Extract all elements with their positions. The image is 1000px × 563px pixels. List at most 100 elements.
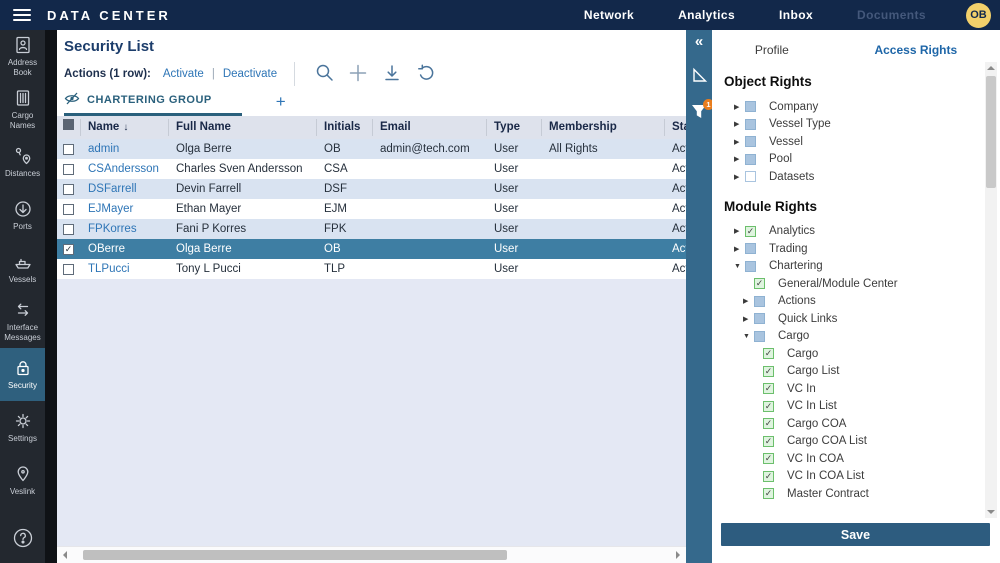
checked-checkbox[interactable]: ✓ [745,225,756,237]
partial-checkbox[interactable] [745,136,756,148]
tree-expand-icon[interactable]: ▶ [734,138,740,146]
scroll-up-arrow-icon[interactable] [987,66,995,70]
column-header-name[interactable]: Name ↓ [81,119,169,136]
sidebar-item-interface-messages[interactable]: Interface Messages [0,295,45,348]
select-all-column-header[interactable] [57,119,81,136]
partial-checkbox[interactable] [745,153,756,165]
column-header-type[interactable]: Type [487,119,542,136]
tree-item-label[interactable]: Cargo List [787,365,840,378]
tree-item-label[interactable]: VC In COA [787,452,844,465]
tree-item-label[interactable]: Trading [769,242,808,255]
tree-item-label[interactable]: Company [769,100,819,113]
checked-checkbox[interactable]: ✓ [754,278,765,290]
partial-checkbox[interactable] [745,260,756,272]
vertical-scrollbar-thumb[interactable] [986,76,996,188]
tree-item-label[interactable]: Analytics [769,225,816,238]
sidebar-item-security[interactable]: Security [0,348,45,401]
tree-item-label[interactable]: Datasets [769,170,815,183]
checked-checkbox[interactable]: ✓ [763,400,774,412]
tree-collapse-icon[interactable]: ▼ [734,262,741,270]
column-header-status[interactable]: Status [672,121,686,133]
scroll-right-arrow-icon[interactable] [676,551,680,559]
tree-expand-icon[interactable]: ▶ [743,298,749,306]
tree-item-label[interactable]: Cargo [778,330,810,343]
vertical-scrollbar[interactable] [985,62,997,518]
table-row-fpkorres[interactable]: FPKorres Fani P Korres FPK User Active [57,219,686,239]
sidebar-item-distances[interactable]: Distances [0,136,45,189]
nav-item-documents[interactable]: Documents [857,8,926,22]
cell-name[interactable]: admin [88,143,120,155]
partial-checkbox[interactable] [754,313,765,325]
row-checkbox[interactable] [63,203,74,215]
tree-collapse-icon[interactable]: ▼ [743,332,750,340]
nav-item-inbox[interactable]: Inbox [779,8,814,22]
panel-tab-access-rights[interactable]: Access Rights [874,43,958,57]
tree-expand-icon[interactable]: ▶ [734,103,740,111]
column-header-initials[interactable]: Initials [317,119,373,136]
tree-expand-icon[interactable]: ▶ [734,173,740,181]
collapse-panel-icon[interactable]: « [694,33,704,50]
partial-checkbox[interactable] [745,118,756,130]
scroll-down-arrow-icon[interactable] [987,510,995,514]
deactivate-link[interactable]: Deactivate [222,68,278,80]
tree-item-label[interactable]: Actions [778,295,816,308]
table-row-admin[interactable]: admin Olga Berre OB admin@tech.com User All R… [57,139,686,159]
help-icon[interactable] [0,521,45,555]
horizontal-scrollbar[interactable] [57,546,686,563]
tree-item-label[interactable]: Quick Links [778,312,838,325]
checked-checkbox[interactable]: ✓ [763,488,774,500]
row-checkbox[interactable]: ✓ [63,243,74,255]
save-button[interactable]: Save [721,523,990,546]
tree-item-label[interactable]: VC In COA List [787,470,865,483]
cell-name[interactable]: CSAndersson [88,163,159,175]
tree-item-label[interactable]: Cargo COA List [787,435,867,448]
tree-expand-icon[interactable]: ▶ [734,228,740,236]
horizontal-scrollbar-thumb[interactable] [83,550,507,560]
hamburger-menu-icon[interactable] [13,6,31,24]
add-group-tab-button[interactable]: + [275,92,286,111]
tree-item-label[interactable]: Cargo [787,347,819,360]
sidebar-item-veslink[interactable]: Veslink [0,454,45,507]
selection-tool-icon[interactable] [690,66,708,89]
tree-item-label[interactable]: VC In [787,382,816,395]
row-checkbox[interactable] [63,163,74,175]
nav-item-network[interactable]: Network [583,8,635,22]
partial-checkbox[interactable] [754,330,765,342]
checked-checkbox[interactable]: ✓ [763,418,774,430]
sidebar-item-address-book[interactable]: Address Book [0,30,45,83]
tree-item-label[interactable]: VC In List [787,400,837,413]
tree-item-label[interactable]: Cargo COA [787,417,847,430]
activate-link[interactable]: Activate [162,68,204,80]
tree-item-label[interactable]: Chartering [769,260,823,273]
panel-tab-profile[interactable]: Profile [754,43,789,57]
tree-expand-icon[interactable]: ▶ [734,156,740,164]
table-row-tlpucci[interactable]: TLPucci Tony L Pucci TLP User Active [57,259,686,279]
tree-expand-icon[interactable]: ▶ [743,315,749,323]
column-header-membership[interactable]: Membership [542,119,665,136]
cell-name[interactable]: EJMayer [88,203,134,215]
select-all-checkbox[interactable] [63,119,74,130]
checked-checkbox[interactable]: ✓ [763,383,774,395]
column-header-full-name[interactable]: Full Name [169,119,317,136]
undo-button[interactable] [409,62,443,86]
partial-checkbox[interactable] [745,243,756,255]
column-header-email[interactable]: Email [373,119,487,136]
table-row-csandersson[interactable]: CSAndersson Charles Sven Andersson CSA User… [57,159,686,179]
tree-item-label[interactable]: General/Module Center [778,277,898,290]
row-checkbox[interactable] [63,263,74,275]
checked-checkbox[interactable]: ✓ [763,365,774,377]
cell-name[interactable]: DSFarrell [88,183,137,195]
partial-checkbox[interactable] [754,295,765,307]
tree-item-label[interactable]: Vessel Type [769,118,831,131]
sidebar-item-vessels[interactable]: Vessels [0,242,45,295]
checked-checkbox[interactable]: ✓ [763,470,774,482]
search-button[interactable] [307,62,341,86]
table-row-oberre[interactable]: ✓ OBerre Olga Berre OB User Active [57,239,686,259]
unchecked-checkbox[interactable] [745,171,756,183]
user-avatar[interactable]: OB [966,2,991,28]
export-button[interactable] [375,62,409,86]
tab-chartering-group[interactable]: CHARTERING GROUP [64,92,242,116]
scroll-left-arrow-icon[interactable] [63,551,67,559]
sidebar-item-cargo-names[interactable]: Cargo Names [0,83,45,136]
checked-checkbox[interactable]: ✓ [763,348,774,360]
